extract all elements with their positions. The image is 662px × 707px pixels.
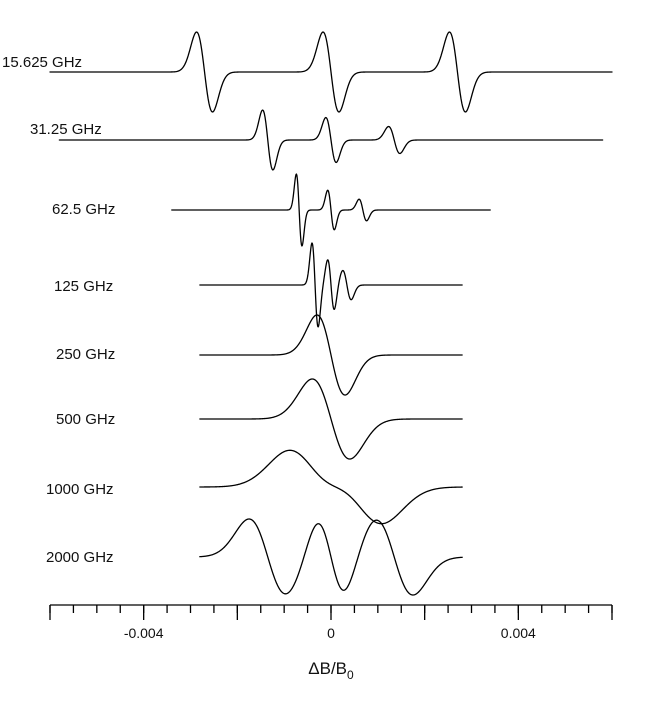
x-axis-tick-labels: -0.004 0 0.004 <box>124 625 536 641</box>
x-axis-title-subscript: 0 <box>347 668 354 682</box>
series-label: 62.5 GHz <box>52 201 115 218</box>
x-axis: -0.004 0 0.004 <box>49 604 613 641</box>
trace-15-625-ghz <box>49 31 613 113</box>
series-label: 31.25 GHz <box>30 121 102 138</box>
series-labels: 15.625 GHz 31.25 GHz 62.5 GHz 125 GHz 250 GH… <box>2 54 115 566</box>
x-tick-label: 0.004 <box>501 625 536 641</box>
trace-1000-ghz <box>199 449 463 525</box>
spectra-traces <box>49 31 613 596</box>
trace-250-ghz <box>199 314 463 396</box>
series-label: 500 GHz <box>56 411 115 428</box>
series-label: 2000 GHz <box>46 549 114 566</box>
series-label: 1000 GHz <box>46 481 114 498</box>
x-tick-label: -0.004 <box>124 625 164 641</box>
trace-2000-ghz <box>199 518 463 596</box>
trace-31-25-ghz <box>58 109 604 171</box>
series-label: 125 GHz <box>54 278 113 295</box>
x-axis-title: ΔB/B0 <box>308 659 354 682</box>
trace-62-5-ghz <box>171 173 491 247</box>
trace-125-ghz <box>199 242 463 328</box>
x-axis-major-ticks <box>49 605 613 620</box>
series-label: 250 GHz <box>56 346 115 363</box>
x-axis-title-main: ΔB/B <box>308 659 347 678</box>
series-label: 15.625 GHz <box>2 54 82 71</box>
x-tick-label: 0 <box>327 625 335 641</box>
trace-500-ghz <box>199 378 463 460</box>
